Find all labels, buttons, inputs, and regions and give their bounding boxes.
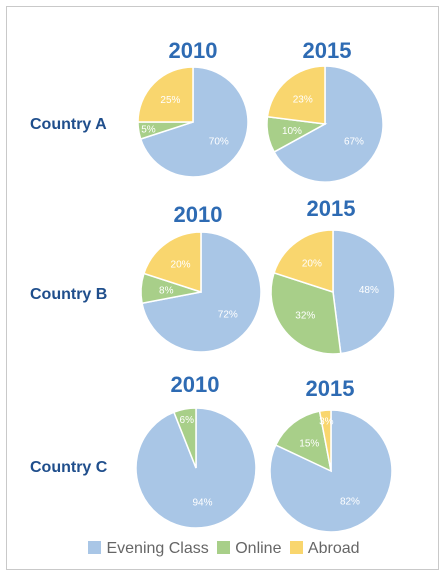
pie-label-abroad: 3% — [319, 417, 334, 428]
legend-item-online: Online — [217, 540, 281, 558]
pie-label-evening: 82% — [340, 496, 360, 507]
pie-label-online: 10% — [282, 126, 302, 137]
year-a-2015: 2015 — [302, 38, 352, 63]
legend-label-online: Online — [235, 540, 282, 557]
pie-slice-online — [270, 271, 342, 355]
legend-swatch-evening — [88, 541, 102, 554]
pie-country-c-2010: 94% 6% — [135, 407, 257, 529]
pie-label-abroad: 20% — [171, 259, 191, 270]
pie-country-c-2015: 82% 15%3% — [269, 409, 393, 533]
chart-frame — [6, 6, 439, 570]
pie-label-evening: 67% — [344, 137, 364, 148]
legend-label-evening: Evening Class — [106, 540, 209, 557]
pie-slice-online — [172, 407, 197, 469]
pie-slice-abroad — [142, 231, 202, 294]
country-a-label: Country A — [30, 116, 107, 133]
legend-swatch-abroad — [289, 541, 303, 554]
legend-item-evening: Evening Class — [88, 540, 209, 558]
country-c-label: Country C — [30, 459, 108, 476]
year-c-2015: 2015 — [305, 376, 355, 401]
pie-country-b-2015: 48% 32% 20% — [270, 229, 396, 355]
year-c-2010: 2010 — [170, 372, 220, 397]
pie-country-a-2015: 67% 10% 23% — [266, 65, 384, 183]
pie-slice-abroad — [266, 65, 326, 125]
country-b-label: Country B — [30, 286, 108, 303]
year-a-2010: 2010 — [168, 38, 218, 63]
pie-slice-abroad — [318, 409, 332, 472]
pie-label-online: 8% — [159, 285, 174, 296]
pie-country-b-2010: 72% 8% 20% — [140, 231, 262, 353]
pie-slice-online — [274, 410, 333, 473]
pie-label-evening: 94% — [193, 498, 213, 509]
pie-label-online: 32% — [295, 310, 315, 321]
pie-label-online: 5% — [141, 125, 156, 136]
pie-label-evening: 48% — [359, 285, 379, 296]
pie-slice-evening — [273, 65, 384, 183]
pie-country-a-2010: 70% 5% 25% — [137, 66, 249, 178]
legend-label-abroad: Abroad — [307, 540, 360, 557]
pie-label-evening: 72% — [218, 310, 238, 321]
pie-slice-abroad — [137, 66, 194, 123]
legend: Evening Class Online Abroad — [0, 540, 448, 558]
pie-label-online: 6% — [180, 415, 195, 426]
pie-label-abroad: 20% — [302, 258, 322, 269]
year-b-2010: 2010 — [173, 202, 223, 227]
pie-slice-abroad — [273, 229, 334, 294]
pie-slice-evening — [139, 66, 249, 178]
pie-label-evening: 70% — [209, 136, 229, 147]
legend-item-abroad: Abroad — [289, 540, 360, 558]
pie-slice-evening — [332, 229, 396, 355]
year-b-2015: 2015 — [306, 196, 356, 221]
pie-label-online: 15% — [299, 439, 319, 450]
pie-label-abroad: 23% — [293, 94, 313, 105]
legend-swatch-online — [217, 541, 231, 554]
pie-label-abroad: 25% — [160, 95, 180, 106]
